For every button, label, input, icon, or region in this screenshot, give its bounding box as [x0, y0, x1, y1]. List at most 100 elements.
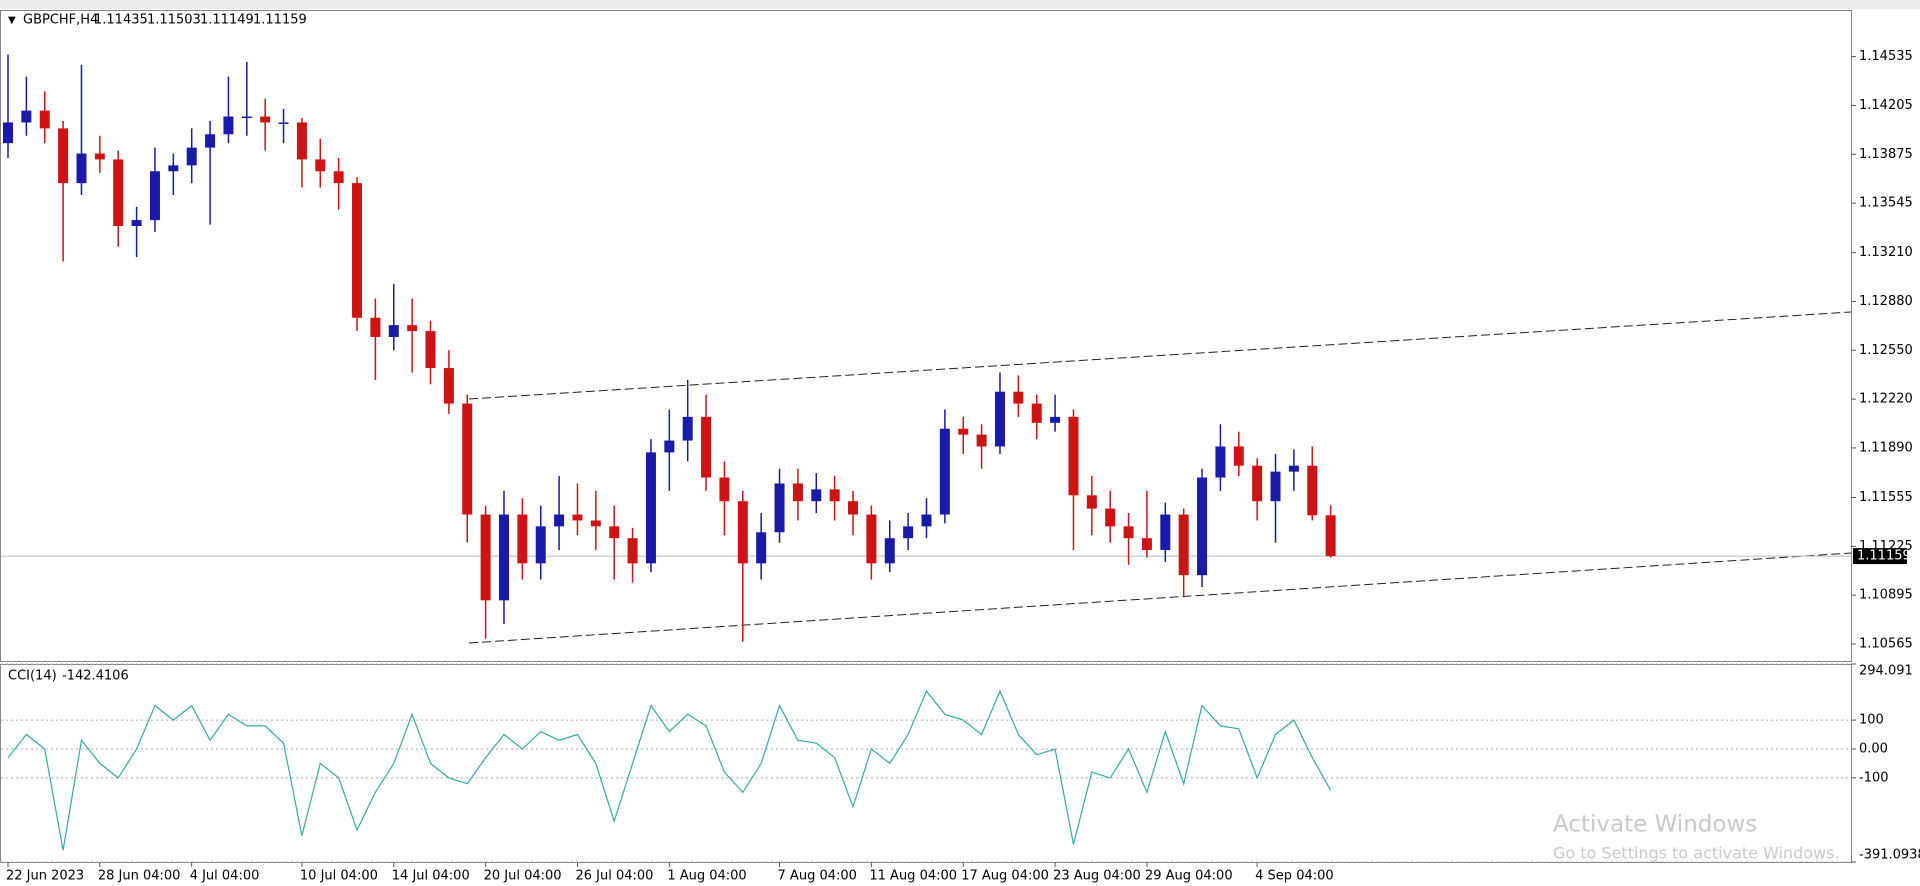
- candle-body: [1013, 391, 1024, 404]
- candle-body: [921, 514, 932, 527]
- candle-body: [792, 483, 803, 502]
- watermark-title: Activate Windows: [1553, 812, 1757, 838]
- x-tick-label: 11 Aug 04:00: [869, 869, 957, 884]
- candle-body: [1325, 515, 1336, 557]
- candle-body: [480, 514, 491, 601]
- x-tick-label: 26 Jul 04:00: [575, 869, 653, 884]
- lower-channel-line: [468, 552, 1852, 644]
- x-tick-label: 4 Jul 04:00: [190, 869, 260, 884]
- y-tick-label: 1.11890: [1859, 440, 1913, 455]
- candle-body: [425, 331, 436, 369]
- candle-body: [315, 159, 326, 172]
- candle-body: [1307, 465, 1318, 516]
- y-tick-label: 1.11555: [1859, 490, 1913, 505]
- y-tick-label: 1.14205: [1859, 98, 1913, 113]
- candle-body: [21, 110, 32, 123]
- candle-body: [113, 159, 124, 227]
- x-tick-label: 22 Jun 2023: [6, 869, 84, 884]
- y-tick-label: 1.12220: [1859, 392, 1913, 407]
- y-tick-label: 1.13875: [1859, 147, 1913, 162]
- candle-body: [296, 122, 307, 160]
- candle-body: [1086, 495, 1097, 509]
- cci-line: [7, 689, 1332, 851]
- candle-body: [1141, 538, 1152, 551]
- candle-body: [958, 428, 969, 435]
- candle-body: [462, 403, 473, 515]
- candle-body: [590, 520, 601, 527]
- symbol: GBPCHF,H4: [23, 13, 98, 28]
- x-tick-label: 29 Aug 04:00: [1145, 869, 1233, 884]
- candle-body: [149, 171, 160, 221]
- x-tick-label: 14 Jul 04:00: [392, 869, 470, 884]
- y-tick-label: 0.00: [1859, 741, 1888, 756]
- candle-body: [388, 325, 399, 337]
- candle-body: [186, 147, 197, 166]
- candle-body: [866, 514, 877, 564]
- candle-body: [719, 477, 730, 502]
- candle-body: [811, 489, 822, 502]
- candle-body: [994, 391, 1005, 447]
- candle-body: [39, 110, 50, 129]
- y-tick-label: 100: [1859, 713, 1884, 728]
- ohlc-open: 1.11435: [94, 13, 148, 28]
- current-price-box: [1853, 548, 1907, 565]
- candle-body: [223, 116, 234, 135]
- ohlc-high: 1.11503: [147, 13, 201, 28]
- y-tick-label: 1.10565: [1859, 636, 1913, 651]
- candle-body: [1068, 416, 1079, 496]
- candle-body: [572, 514, 583, 521]
- candle-body: [370, 317, 381, 337]
- candle-body: [939, 428, 950, 515]
- candle-body: [168, 165, 179, 172]
- candle-body: [407, 325, 418, 332]
- candle-body: [241, 116, 252, 119]
- candle-body: [774, 483, 785, 533]
- candle-body: [1233, 446, 1244, 466]
- candle-body: [278, 122, 289, 124]
- candle-body: [1160, 514, 1171, 551]
- candle-body: [609, 526, 620, 539]
- candle-body: [1050, 416, 1061, 423]
- candle-body: [94, 153, 105, 160]
- candle-body: [58, 128, 69, 184]
- candle-body: [1178, 514, 1189, 576]
- symbol-arrow: ▼: [8, 15, 16, 26]
- candle-body: [1031, 403, 1042, 423]
- x-tick-label: 10 Jul 04:00: [300, 869, 378, 884]
- candle-body: [554, 514, 565, 527]
- y-tick-label: 1.13545: [1859, 196, 1913, 211]
- candle-body: [737, 501, 748, 564]
- x-tick-label: 4 Sep 04:00: [1255, 869, 1334, 884]
- y-tick-label: 1.10895: [1859, 588, 1913, 603]
- candle-body: [682, 416, 693, 441]
- ohlc-low: 1.11149: [200, 13, 254, 28]
- candle-body: [443, 368, 454, 404]
- ohlc-close: 1.11159: [253, 13, 307, 28]
- candle-body: [645, 452, 656, 564]
- candle-body: [884, 538, 895, 564]
- candle-body: [352, 183, 363, 318]
- candle-body: [1270, 471, 1281, 502]
- candle-body: [701, 416, 712, 478]
- x-tick-label: 20 Jul 04:00: [484, 869, 562, 884]
- y-tick-label: 1.14535: [1859, 49, 1913, 64]
- upper-channel-line: [468, 311, 1852, 400]
- y-tick-label: 294.091: [1859, 664, 1913, 679]
- y-tick-label: 1.12880: [1859, 294, 1913, 309]
- x-tick-label: 7 Aug 04:00: [778, 869, 857, 884]
- candle-body: [333, 171, 344, 184]
- candle-body: [1105, 508, 1116, 527]
- candle-body: [1123, 526, 1134, 539]
- candle-body: [517, 514, 528, 564]
- y-tick-label: -100: [1859, 770, 1889, 785]
- candle-body: [976, 434, 987, 447]
- candle-body: [1288, 465, 1299, 472]
- toolbar-strip: [0, 0, 1920, 9]
- x-tick-label: 28 Jun 04:00: [98, 869, 181, 884]
- candle-body: [627, 538, 638, 564]
- candle-body: [664, 440, 675, 453]
- candle-body: [1252, 465, 1263, 502]
- x-tick-label: 17 Aug 04:00: [961, 869, 1049, 884]
